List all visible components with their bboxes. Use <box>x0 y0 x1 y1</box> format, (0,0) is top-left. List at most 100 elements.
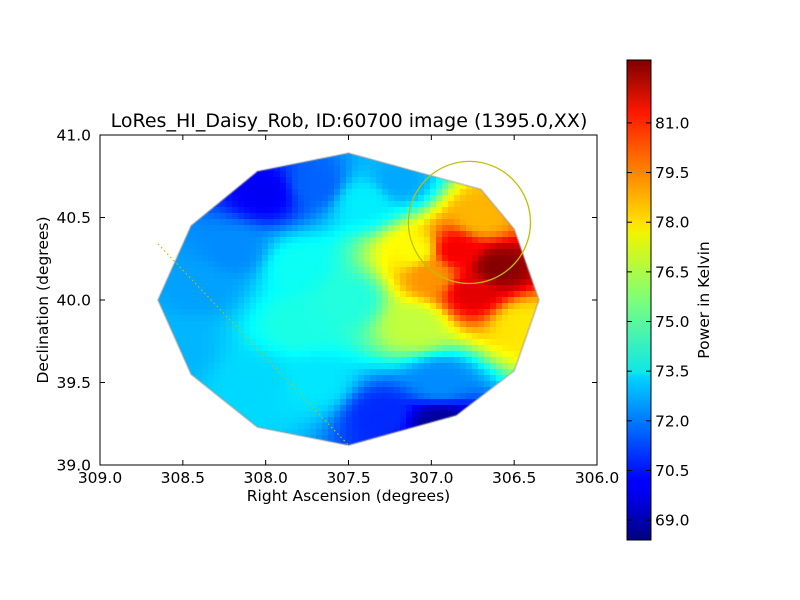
heatmap-cell <box>130 159 137 166</box>
heatmap-cell <box>172 243 179 250</box>
heatmap-cell <box>340 243 347 250</box>
heatmap-cell <box>496 357 503 364</box>
heatmap-cell <box>322 333 329 340</box>
heatmap-cell <box>514 189 521 196</box>
heatmap-cell <box>562 255 569 262</box>
heatmap-cell <box>178 255 185 262</box>
heatmap-cell <box>178 411 185 418</box>
heatmap-cell <box>142 279 149 286</box>
heatmap-cell <box>346 225 353 232</box>
heatmap-cell <box>220 387 227 394</box>
heatmap-cell <box>418 279 425 286</box>
heatmap-cell <box>556 159 563 166</box>
heatmap-cell <box>436 285 443 292</box>
heatmap-cell <box>190 333 197 340</box>
heatmap-cell <box>106 219 113 226</box>
heatmap-cell <box>316 189 323 196</box>
heatmap-cell <box>232 357 239 364</box>
heatmap-cell <box>400 381 407 388</box>
heatmap-cell <box>430 207 437 214</box>
heatmap-cell <box>544 351 551 358</box>
heatmap-cell <box>214 297 221 304</box>
heatmap-cell <box>562 237 569 244</box>
heatmap-cell <box>544 315 551 322</box>
heatmap-cell <box>274 417 281 424</box>
heatmap-cell <box>466 441 473 446</box>
heatmap-cell <box>292 447 299 454</box>
heatmap-cell <box>158 423 161 430</box>
heatmap-cell <box>244 135 251 142</box>
heatmap-cell <box>148 141 155 148</box>
heatmap-cell <box>118 357 125 364</box>
heatmap-cell <box>364 393 371 400</box>
heatmap-cell <box>574 357 581 364</box>
heatmap-cell <box>298 339 305 346</box>
heatmap-cell <box>226 255 233 262</box>
heatmap-cell <box>202 225 209 232</box>
heatmap-cell <box>184 261 191 268</box>
heatmap-cell <box>352 165 359 172</box>
heatmap-cell <box>538 423 539 430</box>
heatmap-cell <box>190 225 197 232</box>
heatmap-cell <box>286 309 293 316</box>
heatmap-cell <box>238 375 245 382</box>
heatmap-cell <box>142 309 149 316</box>
heatmap-cell <box>550 141 557 148</box>
heatmap-cell <box>562 273 569 280</box>
heatmap-cell <box>280 327 287 334</box>
heatmap-cell <box>370 351 377 358</box>
heatmap-cell <box>484 291 491 298</box>
heatmap-cell <box>430 429 437 436</box>
heatmap-cell <box>556 351 563 358</box>
heatmap-cell <box>214 279 221 286</box>
heatmap-cell <box>172 321 179 328</box>
heatmap-cell <box>568 147 575 154</box>
heatmap-cell <box>244 249 251 256</box>
heatmap-cell <box>346 201 353 208</box>
heatmap-cell <box>364 423 371 430</box>
heatmap-cell <box>148 201 155 208</box>
heatmap-cell <box>142 261 149 268</box>
heatmap-cell <box>238 393 245 400</box>
heatmap-cell <box>130 375 137 382</box>
heatmap-cell <box>322 213 329 220</box>
heatmap-cell <box>544 423 551 430</box>
x-tick-label: 309.0 <box>78 469 122 487</box>
heatmap-cell <box>166 153 173 160</box>
heatmap-cell <box>184 339 191 346</box>
heatmap-cell <box>436 159 443 166</box>
heatmap-cell <box>238 273 245 280</box>
heatmap-cell <box>136 363 143 370</box>
heatmap-cell <box>520 321 527 328</box>
heatmap-cell <box>586 387 593 394</box>
heatmap-cell <box>250 369 257 376</box>
heatmap-cell <box>262 195 269 202</box>
heatmap-cell <box>256 255 263 262</box>
heatmap-cell <box>316 255 323 262</box>
heatmap-cell <box>268 261 275 268</box>
heatmap-cell <box>256 399 263 406</box>
heatmap-cell <box>478 405 485 412</box>
heatmap-cell <box>286 351 293 358</box>
heatmap-cell <box>214 405 221 412</box>
heatmap-cell <box>346 363 353 370</box>
heatmap-cell <box>562 165 569 172</box>
heatmap-cell <box>220 279 227 286</box>
heatmap-cell <box>544 141 551 148</box>
heatmap-cell <box>436 231 443 238</box>
heatmap-cell <box>274 369 281 376</box>
heatmap-cell <box>574 387 581 394</box>
heatmap-cell <box>202 357 209 364</box>
heatmap-cell <box>526 399 533 406</box>
heatmap-cell <box>436 369 443 376</box>
heatmap-cell <box>310 387 317 394</box>
heatmap-cell <box>358 429 365 436</box>
heatmap-cell <box>172 273 179 280</box>
heatmap-cell <box>328 387 335 394</box>
heatmap-cell <box>166 369 173 376</box>
heatmap-cell <box>430 339 437 346</box>
heatmap-cell <box>142 255 149 262</box>
heatmap-cell <box>172 183 179 190</box>
heatmap-cell <box>226 195 233 202</box>
heatmap-cell <box>262 369 269 376</box>
